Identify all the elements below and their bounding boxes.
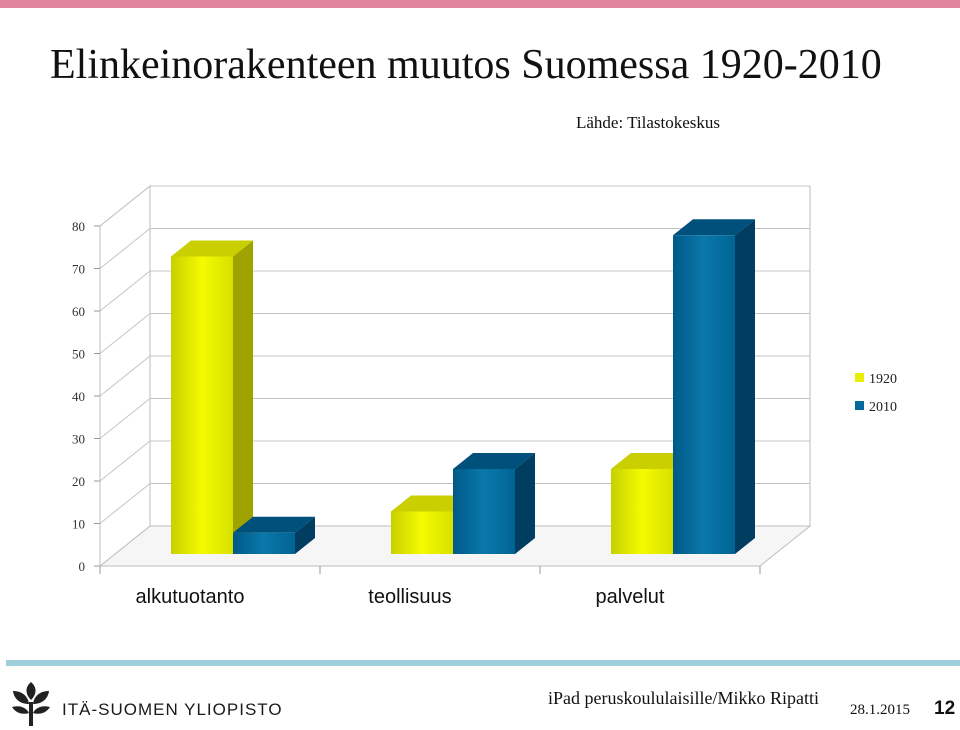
gridline <box>99 440 810 482</box>
footer-date: 28.1.2015 <box>850 702 910 718</box>
top-accent-bar <box>0 0 960 8</box>
gridline <box>99 185 810 227</box>
bar <box>171 256 233 554</box>
university-logo-icon <box>12 682 50 726</box>
bar-side <box>735 219 755 554</box>
bottom-accent-bar <box>6 660 960 666</box>
y-tick-label: 60 <box>72 304 85 319</box>
y-tick-label: 20 <box>72 474 85 489</box>
bar-top <box>453 453 535 469</box>
y-tick-label: 80 <box>72 219 85 234</box>
legend-swatch <box>855 373 864 382</box>
gridline <box>99 355 810 397</box>
bar-side <box>295 516 315 554</box>
y-axis-ticks: 0 10 20 30 40 50 60 70 80 <box>72 219 100 574</box>
legend: 1920 2010 <box>855 372 897 415</box>
footer-text: iPad peruskoululaisille/Mikko Ripatti <box>548 688 819 708</box>
legend-label: 1920 <box>869 372 897 387</box>
bar <box>453 469 515 554</box>
x-axis-labels: alkutuotanto teollisuus palvelut <box>99 566 761 608</box>
bar <box>611 469 673 554</box>
bar-top <box>391 495 473 512</box>
gridline <box>99 313 810 354</box>
gridline <box>99 398 810 439</box>
slide-title: Elinkeinorakenteen muutos Suomessa 1920-… <box>50 42 882 88</box>
bar <box>233 532 295 554</box>
legend-label: 2010 <box>869 400 897 415</box>
x-category-label: teollisuus <box>368 586 451 608</box>
bar <box>391 511 453 554</box>
bar-top <box>611 453 693 469</box>
x-category-label: alkutuotanto <box>136 586 245 608</box>
y-tick-label: 70 <box>72 262 85 277</box>
bar-side <box>233 240 253 554</box>
gridlines <box>99 185 810 524</box>
bar-top <box>233 516 315 533</box>
bars <box>171 219 755 554</box>
source-note: Lähde: Tilastokeskus <box>576 113 721 132</box>
y-tick-label: 40 <box>72 389 85 404</box>
gridline <box>99 228 810 269</box>
bar-top <box>673 219 755 236</box>
y-tick-label: 50 <box>72 347 85 362</box>
bar-side <box>515 453 535 554</box>
gridline <box>99 483 810 524</box>
y-tick-label: 10 <box>72 517 85 532</box>
x-category-label: palvelut <box>596 586 665 608</box>
bar <box>673 235 735 554</box>
y-tick-label: 0 <box>79 559 86 574</box>
page-number: 12 <box>934 698 956 719</box>
bar-chart: 0 10 20 30 40 50 60 70 80 alkutuotanto teollisuus… <box>72 184 897 608</box>
gridline <box>99 270 810 312</box>
organization-name: ITÄ-SUOMEN YLIOPISTO <box>62 700 283 719</box>
bar-top <box>171 240 253 257</box>
y-tick-label: 30 <box>72 432 85 447</box>
legend-swatch <box>855 401 864 410</box>
